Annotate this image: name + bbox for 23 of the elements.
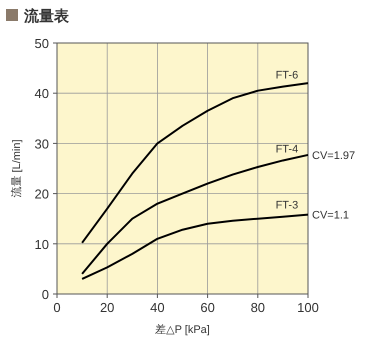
line-series [81,214,309,280]
y-axis-title: 流量 [L/min] [10,139,23,198]
y-tick-label: 50 [34,36,49,51]
y-tick-label: 0 [42,287,49,302]
chart-title: 流量表 [23,7,70,25]
y-tick-label: 40 [34,86,49,102]
x-tick-label: 0 [53,300,61,315]
line-series [81,82,309,244]
y-tick-label: 30 [34,136,49,152]
annotation: CV=1.1 [312,210,349,222]
series-label: FT-4 [276,143,298,156]
x-tick-label: 40 [150,300,165,315]
line-series [81,154,309,275]
annotation: CV=1.97 [312,150,356,162]
y-tick-label: 10 [34,236,49,252]
x-tick-label: 100 [297,300,319,315]
x-tick-label: 20 [100,300,114,315]
series-label: FT-3 [276,200,298,212]
x-tick-label: 80 [250,300,266,315]
series-label: FT-6 [276,70,298,82]
x-axis-title: 差△P [kPa] [155,324,210,336]
x-tick-label: 60 [200,300,215,315]
y-tick-label: 20 [34,186,49,202]
